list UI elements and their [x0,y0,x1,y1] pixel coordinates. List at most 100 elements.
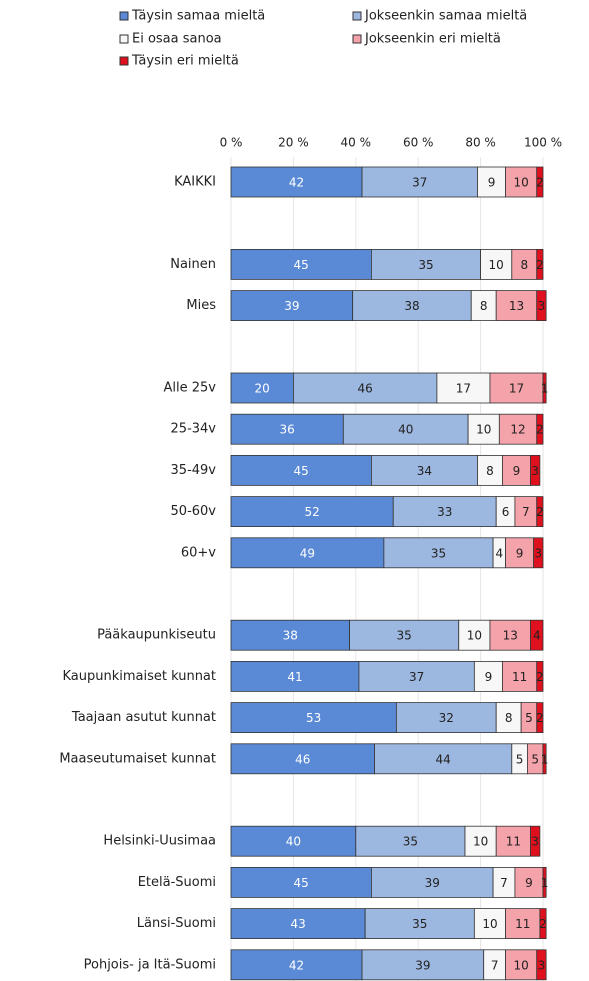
bar-segment [230,908,366,939]
x-tick-label: 40 % [341,136,372,150]
data-label: 2 [536,258,544,272]
category-label: Alle 25v [164,381,217,396]
bar-segment [536,949,547,981]
data-label: 10 [467,629,482,643]
legend-swatch [119,56,129,66]
category-label: Mies [186,298,216,313]
bar-segment [364,908,475,939]
data-label: 35 [403,835,418,849]
legend-label: Jokseenkin eri mieltä [364,32,501,47]
data-label: 37 [409,670,424,684]
data-label: 10 [514,176,529,190]
category-label: Kaupunkimaiset kunnat [62,669,216,684]
bar-segment [230,702,397,733]
legend-label: Täysin samaa mieltä [131,9,265,24]
category-label: 35-49v [171,463,217,478]
data-label: 2 [536,670,544,684]
data-label: 34 [417,464,432,478]
data-label: 9 [488,176,496,190]
bar-segment [536,290,547,322]
bar-segment [230,949,363,981]
bar-segment [230,743,375,775]
category-label: Nainen [170,257,216,272]
bar-segment [480,248,513,280]
bar-segment [539,908,547,939]
bar-segment [230,248,372,280]
category-label: Maaseutumaiset kunnat [59,751,216,766]
data-label: 7 [522,505,530,519]
data-label: 8 [505,711,513,725]
bar-segment [395,702,497,733]
data-label: 35 [418,258,433,272]
category-label: Etelä-Suomi [138,875,216,890]
data-label: 11 [512,670,527,684]
data-label: 3 [538,958,546,972]
legend-swatch [352,34,362,44]
data-label: 8 [486,464,494,478]
category-label: 50-60v [171,504,217,519]
bar-segment [374,743,513,775]
data-label: 38 [283,629,298,643]
category-label: Länsi-Suomi [137,916,216,931]
data-label: 20 [255,382,270,396]
category-label: Helsinki-Uusimaa [103,834,216,849]
category-label: 25-34v [171,422,217,437]
data-label: 10 [476,423,491,437]
data-label: 5 [531,752,539,766]
legend-swatch [352,11,362,21]
bar-segment [542,372,547,404]
data-label: 10 [473,835,488,849]
bar-segment [536,496,544,528]
x-tick-label: 0 % [220,136,243,150]
bar-segment [342,413,469,445]
data-label: 40 [398,423,413,437]
data-label: 17 [509,382,524,396]
bar-segment [473,908,506,939]
bar-segment [536,702,544,733]
bar-segment [505,166,538,198]
bar-segment [536,661,544,692]
data-label: 40 [286,835,301,849]
legend-swatch [119,11,129,21]
data-label: 3 [538,299,546,313]
bar-segment [355,825,466,857]
data-label: 35 [397,629,412,643]
category-label: KAIKKI [174,175,216,190]
data-label: 10 [482,917,497,931]
data-label: 17 [456,382,471,396]
data-label: 9 [513,464,521,478]
data-label: 1 [541,382,549,396]
bar-segment [230,825,357,857]
data-label: 5 [516,752,524,766]
bar-segment [361,949,485,981]
data-label: 6 [502,505,510,519]
bar-segment [495,825,531,857]
data-label: 9 [525,876,533,890]
data-label: 52 [304,505,319,519]
x-tick-label: 100 % [524,136,562,150]
data-label: 41 [287,670,302,684]
legend-label: Täysin eri mieltä [131,54,239,69]
data-label: 37 [412,176,427,190]
data-label: 3 [531,464,539,478]
data-label: 2 [536,176,544,190]
category-label: Pohjois- ja Itä-Suomi [84,957,216,972]
data-label: 11 [515,917,530,931]
bar-segment [230,166,363,198]
bar-segment [530,454,541,486]
data-label: 10 [489,258,504,272]
bar-segment [530,619,544,651]
bar-segment [383,537,494,569]
data-label: 45 [294,464,309,478]
bar-segment [230,413,344,445]
bar-segment [498,413,538,445]
data-label: 39 [425,876,440,890]
data-label: 9 [516,546,524,560]
bar-segment [467,413,500,445]
bar-segment [230,537,385,569]
bar-segment [477,454,503,486]
data-label: 3 [534,546,542,560]
data-label: 11 [506,835,521,849]
bar-segment [542,867,547,898]
data-label: 46 [358,382,373,396]
